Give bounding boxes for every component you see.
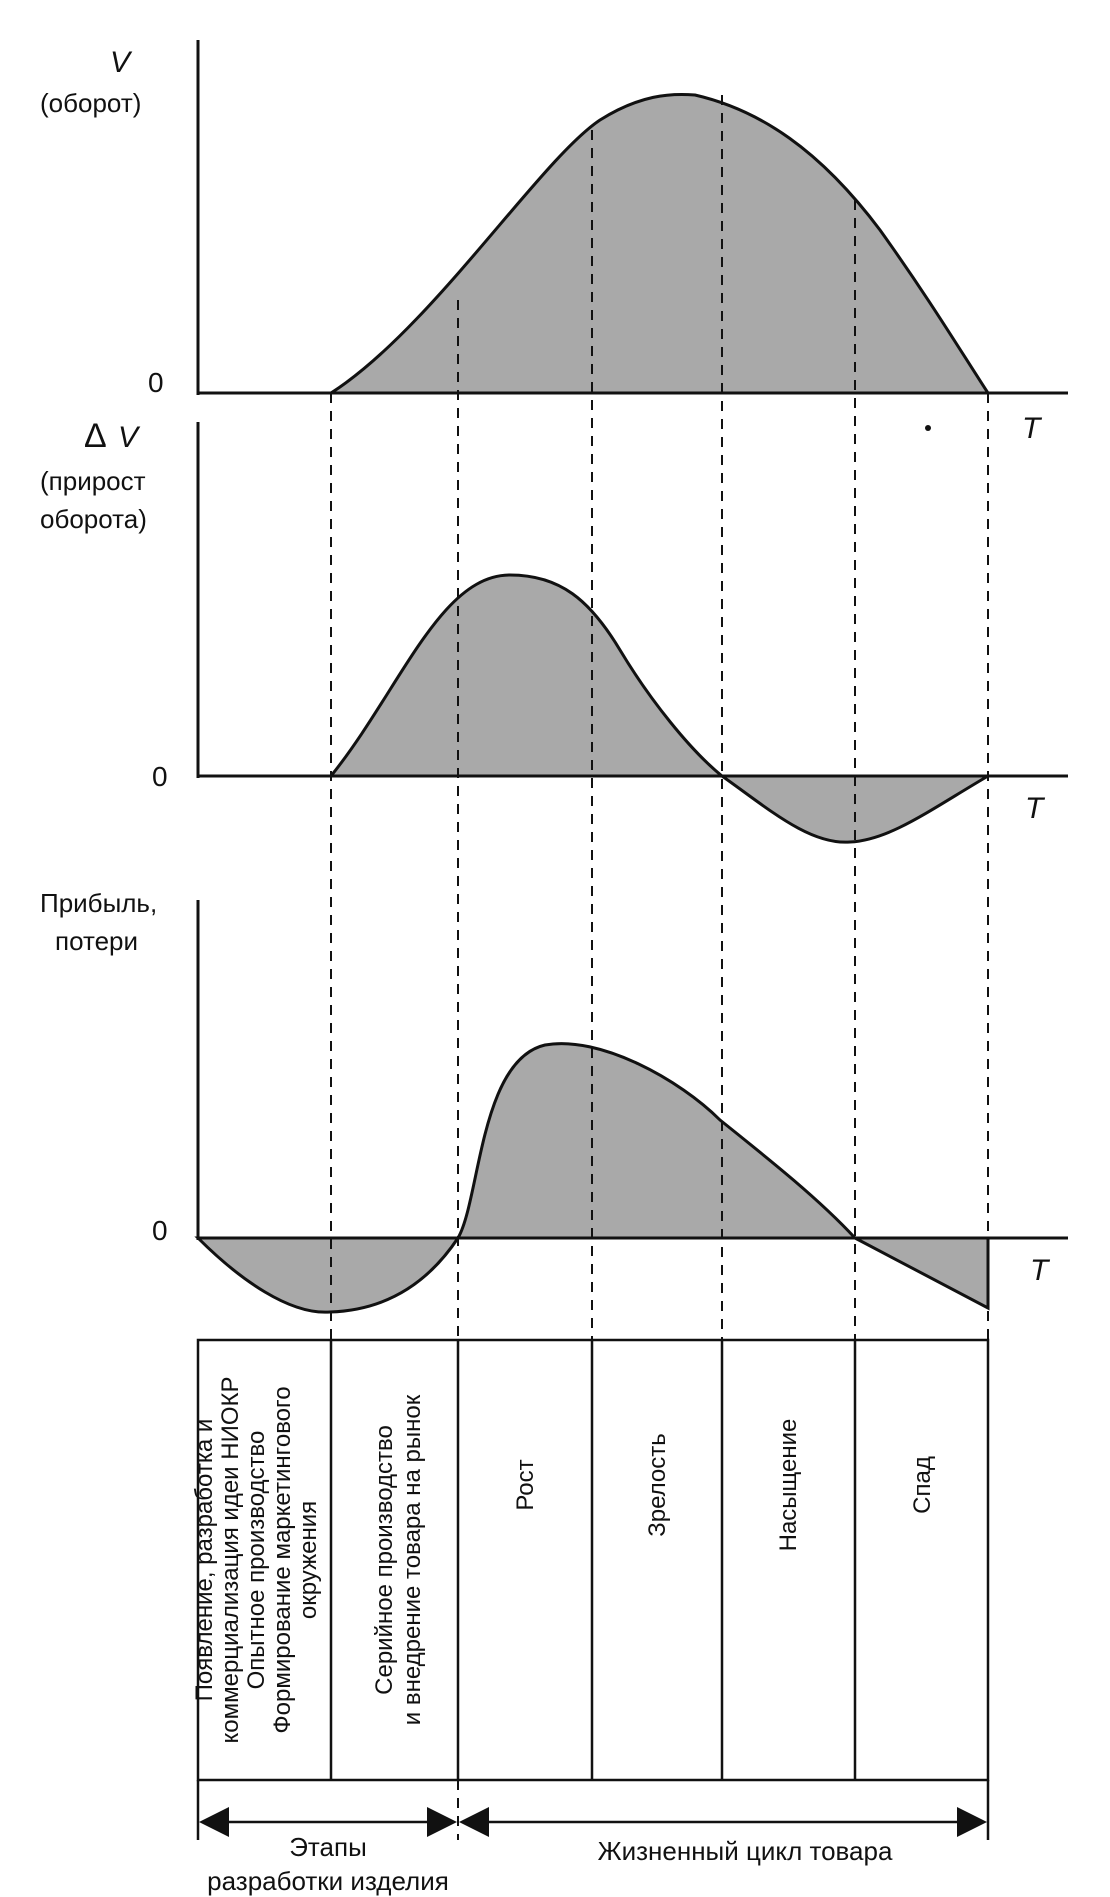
stage-growth-label: Рост	[512, 1459, 539, 1510]
profit-label-line2: потери	[55, 926, 138, 956]
turnover-panel: V (оборот) 0 T	[40, 40, 1068, 445]
turnover-growth-label-line2: оборота)	[40, 504, 147, 534]
turnover-growth-label-line1: (прирост	[40, 466, 146, 496]
stray-dot	[925, 425, 931, 431]
turnover-growth-t-label: T	[1025, 792, 1046, 825]
profit-panel: Прибыль, потери 0 T	[40, 888, 1068, 1314]
svg-text:и внедрение товара на рынок: и внедрение товара на рынок	[399, 1394, 426, 1725]
turnover-growth-zero-label: 0	[152, 761, 168, 792]
turnover-symbol: V	[110, 46, 133, 79]
turnover-growth-panel: Δ V (прирост оборота) 0 T	[40, 417, 1068, 844]
phase-boundaries	[330, 95, 989, 1340]
svg-text:Появление, разработка и: Появление, разработка и	[191, 1419, 218, 1702]
stage-maturity-label: Зрелость	[644, 1433, 671, 1537]
svg-text:Серийное производство: Серийное производство	[371, 1425, 398, 1695]
turnover-growth-curve-negative	[717, 774, 994, 844]
stage-development-label: Появление, разработка и коммерциализация…	[191, 1377, 322, 1744]
lifecycle-footer-label: Жизненный цикл товара	[598, 1836, 893, 1866]
svg-text:окружения: окружения	[295, 1501, 322, 1619]
profit-zero-label: 0	[152, 1215, 168, 1246]
turnover-t-label: T	[1022, 412, 1043, 445]
profit-t-label: T	[1030, 1254, 1051, 1287]
turnover-curve	[325, 92, 991, 395]
stage-table: Появление, разработка и коммерциализация…	[191, 1338, 990, 1782]
stage-decline-label: Спад	[909, 1456, 936, 1514]
profit-label-line1: Прибыль,	[40, 888, 157, 918]
stage-saturation-label: Насыщение	[775, 1419, 802, 1552]
turnover-growth-symbol: V	[118, 421, 141, 454]
svg-text:Формирование маркетингового: Формирование маркетингового	[269, 1386, 296, 1733]
svg-text:коммерциализация идеи НИОКР: коммерциализация идеи НИОКР	[217, 1377, 244, 1744]
turnover-label: (оборот)	[40, 88, 141, 118]
footer: Этапы разработки изделия Жизненный цикл …	[196, 1780, 990, 1896]
development-footer-line1: Этапы	[289, 1832, 367, 1862]
svg-text:Опытное производство: Опытное производство	[243, 1431, 270, 1690]
turnover-growth-curve-positive	[327, 573, 727, 778]
development-footer-line2: разработки изделия	[207, 1866, 449, 1896]
profit-curve-negative-development	[194, 1236, 461, 1314]
turnover-zero-label: 0	[148, 367, 164, 398]
delta-icon: Δ	[84, 417, 107, 455]
profit-curve-negative-decline	[854, 1236, 990, 1311]
profit-curve-positive	[455, 1042, 859, 1240]
stage-serial-production-label: Серийное производство и внедрение товара…	[371, 1394, 426, 1725]
